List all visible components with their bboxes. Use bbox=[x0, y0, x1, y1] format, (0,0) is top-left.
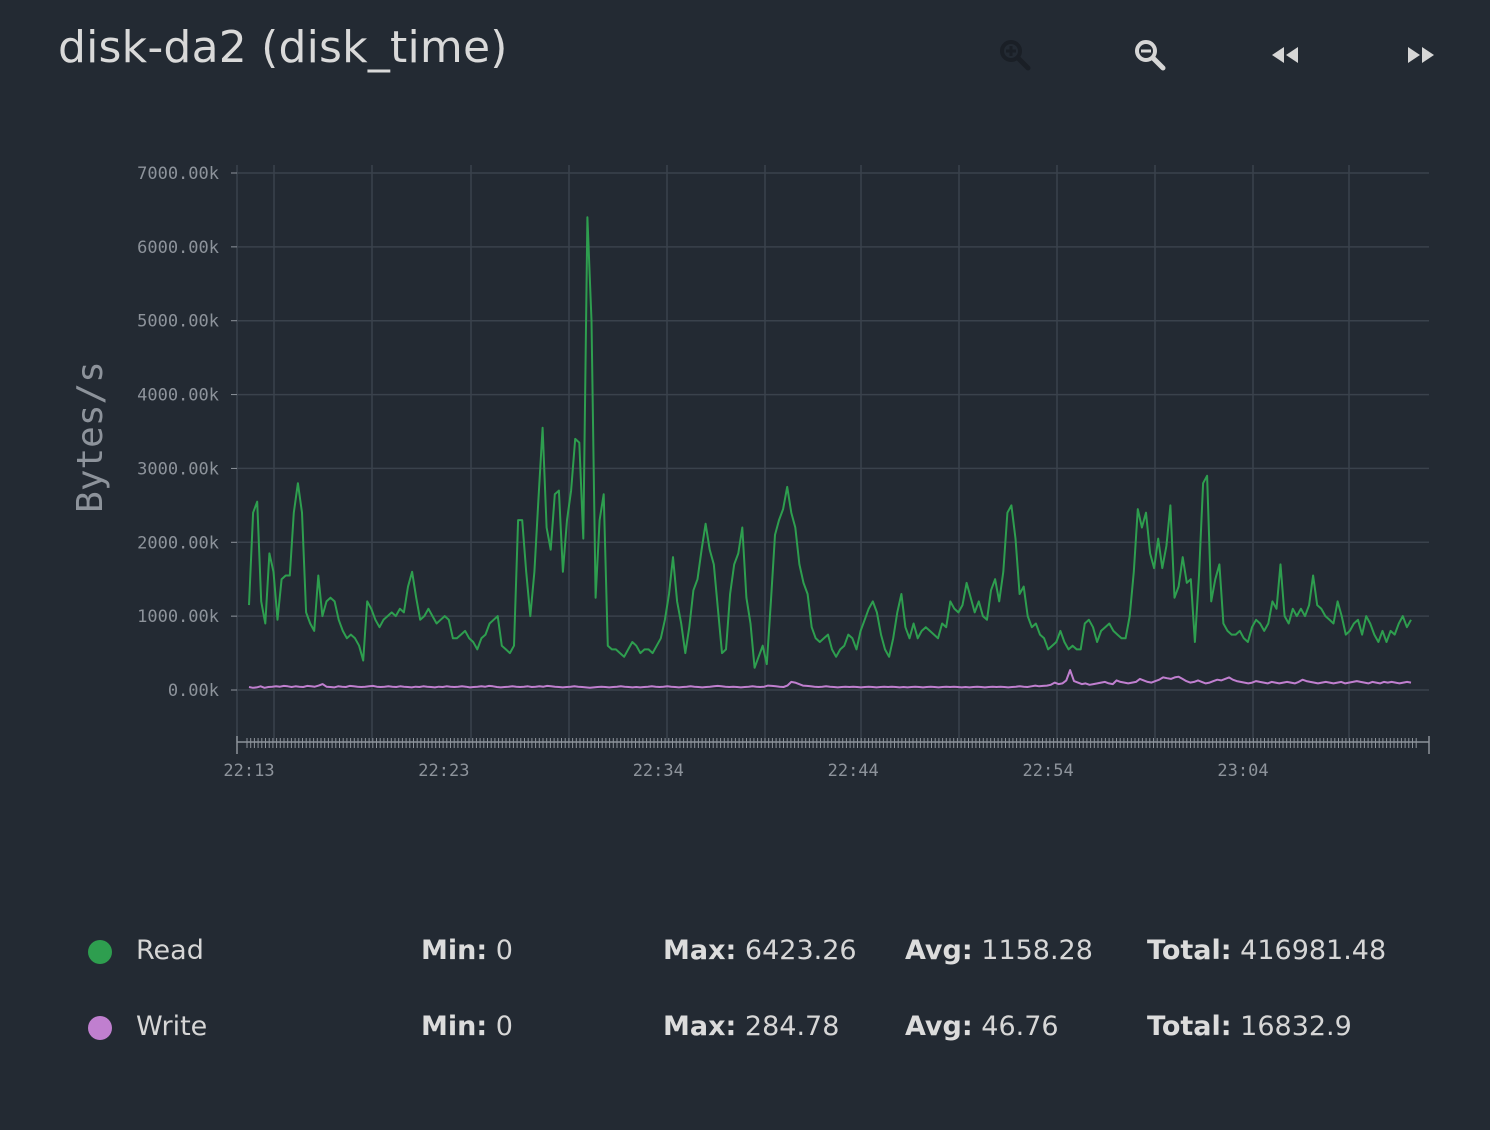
write-color-dot bbox=[88, 1016, 112, 1040]
read-color-dot bbox=[88, 940, 112, 964]
zoom-out-button[interactable] bbox=[1125, 30, 1175, 80]
x-tick-label: 22:54 bbox=[1023, 761, 1074, 781]
x-tick-label: 22:23 bbox=[418, 761, 469, 781]
min-stat: Min: 0 bbox=[421, 935, 513, 966]
max-stat-label: Max: bbox=[663, 1011, 737, 1042]
x-tick-label: 22:13 bbox=[223, 761, 274, 781]
max-stat: Max: 6423.26 bbox=[663, 935, 857, 966]
line-chart: 0.00k 1000.00k 2000.00k 3000.00k 4000.00k 500… bbox=[70, 164, 1430, 781]
y-tick-label: 1000.00k bbox=[137, 607, 219, 627]
y-tick-label: 5000.00k bbox=[137, 312, 219, 332]
avg-stat-label: Avg: bbox=[905, 1011, 973, 1042]
read-series-line bbox=[248, 216, 1412, 669]
rewind-icon bbox=[1272, 47, 1298, 63]
total-stat-label: Total: bbox=[1147, 1011, 1232, 1042]
y-tick-label: 6000.00k bbox=[137, 238, 219, 258]
max-stat: Max: 284.78 bbox=[663, 1011, 839, 1042]
avg-stat-value: 1158.28 bbox=[981, 935, 1093, 966]
chart-title: disk-da2 (disk_time) bbox=[58, 22, 508, 73]
y-tick-label: 0.00k bbox=[168, 681, 219, 701]
max-stat-value: 6423.26 bbox=[744, 935, 857, 966]
y-tick-label: 3000.00k bbox=[137, 459, 219, 479]
total-stat: Total: 16832.9 bbox=[1147, 1011, 1352, 1042]
y-tick-label: 7000.00k bbox=[137, 164, 219, 184]
legend-row-write[interactable]: Write Min: 0 Max: 284.78 Avg: 46.76 Tota… bbox=[0, 1006, 1490, 1056]
avg-stat-label: Avg: bbox=[905, 935, 973, 966]
avg-stat-value: 46.76 bbox=[981, 1011, 1059, 1042]
zoom-in-button[interactable] bbox=[990, 30, 1040, 80]
y-tick-label: 4000.00k bbox=[137, 386, 219, 406]
write-series-line bbox=[248, 669, 1412, 689]
y-tick-label: 2000.00k bbox=[137, 533, 219, 553]
min-stat-label: Min: bbox=[421, 1011, 488, 1042]
fast-forward-icon bbox=[1408, 47, 1434, 63]
x-tick-label: 22:34 bbox=[633, 761, 684, 781]
total-stat: Total: 416981.48 bbox=[1147, 935, 1386, 966]
min-stat-value: 0 bbox=[495, 1011, 513, 1042]
fast-forward-button[interactable] bbox=[1396, 30, 1446, 80]
y-axis: 0.00k 1000.00k 2000.00k 3000.00k 4000.00k 500… bbox=[137, 164, 237, 701]
zoom-in-icon bbox=[1000, 40, 1031, 71]
min-stat-label: Min: bbox=[421, 935, 488, 966]
min-stat-value: 0 bbox=[495, 935, 513, 966]
min-stat: Min: 0 bbox=[421, 1011, 513, 1042]
avg-stat: Avg: 1158.28 bbox=[905, 935, 1093, 966]
max-stat-label: Max: bbox=[663, 935, 737, 966]
grid bbox=[236, 165, 1429, 742]
x-tick-label: 22:44 bbox=[828, 761, 879, 781]
y-axis-label: Bytes/s bbox=[70, 361, 111, 513]
legend-row-read[interactable]: Read Min: 0 Max: 6423.26 Avg: 1158.28 To… bbox=[0, 930, 1490, 980]
max-stat-value: 284.78 bbox=[744, 1011, 840, 1042]
total-stat-label: Total: bbox=[1147, 935, 1232, 966]
x-tick-label: 23:04 bbox=[1217, 761, 1268, 781]
chart-toolbar bbox=[0, 30, 1490, 80]
rewind-button[interactable] bbox=[1260, 30, 1310, 80]
avg-stat: Avg: 46.76 bbox=[905, 1011, 1059, 1042]
series bbox=[248, 216, 1412, 689]
zoom-out-icon bbox=[1135, 40, 1166, 71]
total-stat-value: 16832.9 bbox=[1240, 1011, 1352, 1042]
total-stat-value: 416981.48 bbox=[1240, 935, 1387, 966]
legend-series-name: Write bbox=[136, 1011, 208, 1042]
legend-series-name: Read bbox=[136, 935, 204, 966]
chart-area: 0.00k 1000.00k 2000.00k 3000.00k 4000.00k 500… bbox=[0, 130, 1490, 810]
x-axis: 22:13 22:23 22:34 22:44 22:54 23:04 bbox=[223, 736, 1430, 781]
